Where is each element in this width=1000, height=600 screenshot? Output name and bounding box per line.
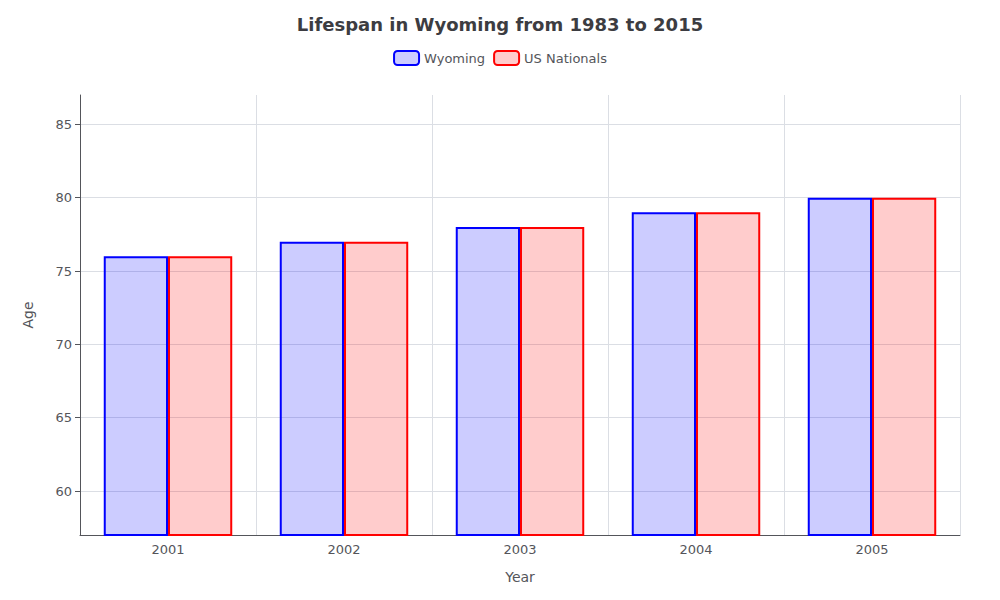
svg-text:85: 85: [55, 117, 72, 132]
svg-text:2005: 2005: [855, 542, 888, 557]
svg-text:60: 60: [55, 484, 72, 499]
svg-text:75: 75: [55, 264, 72, 279]
svg-text:Year: Year: [504, 569, 535, 585]
svg-text:2003: 2003: [503, 542, 536, 557]
svg-text:80: 80: [55, 190, 72, 205]
svg-text:2002: 2002: [327, 542, 360, 557]
svg-text:Age: Age: [20, 301, 36, 328]
svg-text:70: 70: [55, 337, 72, 352]
svg-text:Wyoming: Wyoming: [424, 51, 485, 66]
svg-text:2001: 2001: [151, 542, 184, 557]
svg-text:65: 65: [55, 410, 72, 425]
svg-text:Lifespan in Wyoming from 1983: Lifespan in Wyoming from 1983 to 2015: [297, 14, 703, 35]
svg-text:2004: 2004: [679, 542, 712, 557]
svg-text:US Nationals: US Nationals: [524, 51, 607, 66]
